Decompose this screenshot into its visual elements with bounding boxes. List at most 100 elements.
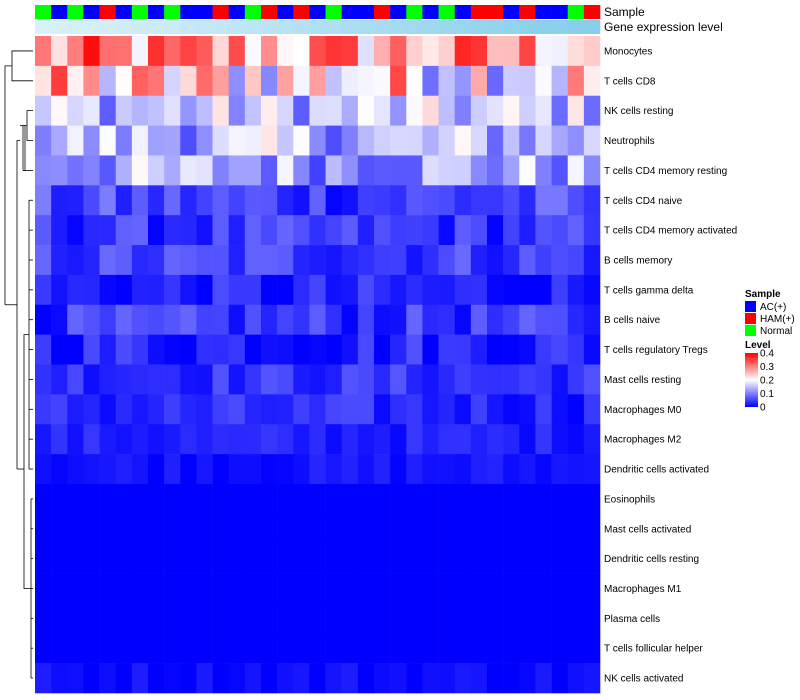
heatmap-cell [164,334,181,365]
heatmap-cell [535,513,552,544]
heatmap-cell [196,274,213,306]
sample-annotation-cell [503,5,520,19]
heatmap-cell [422,603,439,634]
heatmap-cell [115,65,133,97]
heatmap-cell [148,633,165,664]
gene-expression-cell [115,20,133,34]
heatmap-cell [583,245,601,276]
heatmap-cell [212,364,230,395]
heatmap-cell [406,483,423,515]
heatmap-cell [67,663,84,694]
heatmap-cell [487,513,504,544]
sample-annotation-cell [131,5,149,19]
heatmap-cell [148,36,165,67]
heatmap-cell [374,185,391,216]
heatmap-cell [131,573,149,604]
heatmap-cell [244,274,262,306]
heatmap-cell [567,603,585,634]
heatmap-cell [35,603,52,634]
heatmap-cell [422,364,439,395]
heatmap-cell [148,185,165,216]
heatmap-cell [180,394,197,425]
heatmap-cell [535,304,552,335]
heatmap-cell [503,274,520,306]
heatmap-cell [51,274,68,306]
heatmap-cell [325,125,343,156]
heatmap-cell [357,65,375,97]
heatmap-cell [374,483,391,515]
heatmap-cell [454,215,472,246]
heatmap-cell [374,36,391,67]
heatmap-cell [228,274,246,306]
heatmap-cell [67,185,84,216]
heatmap-cell [454,185,472,216]
heatmap-cell [115,424,133,455]
gene-expression-cell [196,20,213,34]
heatmap-cell [422,304,439,335]
sample-annotation-cell [67,5,84,19]
heatmap-cell [131,394,149,425]
heatmap-cell [406,663,423,694]
gene-expression-cell [99,20,117,34]
sample-annotation-cell [293,5,310,19]
heatmap-cell [390,424,407,455]
heatmap-cell [164,95,181,126]
legend-sample-swatch [745,301,756,312]
heatmap-cell [422,573,439,604]
heatmap-cell [454,543,472,574]
heatmap-cell [341,394,359,425]
heatmap-cell [470,215,488,246]
sample-annotation-cell [390,5,407,19]
heatmap-cell [551,513,569,544]
heatmap-cell [470,603,488,634]
sample-annotation-cell [180,5,197,19]
heatmap-cell [293,513,310,544]
heatmap-cell [503,633,520,664]
heatmap-cell [51,155,68,186]
heatmap-cell [567,215,585,246]
heatmap-cell [35,483,52,515]
heatmap-cell [551,573,569,604]
heatmap-cell [261,543,278,574]
gene-expression-cell [470,20,488,34]
heatmap-cell [148,215,165,246]
heatmap-cell [67,513,84,544]
heatmap-cell [83,334,100,365]
row-label: Eosinophils [604,494,655,505]
heatmap-cell [115,483,133,515]
heatmap-cell [567,394,585,425]
heatmap-cell [341,274,359,306]
heatmap-cell [164,454,181,485]
heatmap-cell [551,65,569,97]
heatmap-cell [487,125,504,156]
heatmap-cell [535,215,552,246]
heatmap-cell [212,65,230,97]
heatmap-cell [115,663,133,694]
heatmap-cell [374,245,391,276]
heatmap-cell [244,155,262,186]
heatmap-cell [551,454,569,485]
heatmap-cell [567,543,585,574]
heatmap-cell [454,603,472,634]
heatmap-cell [374,364,391,395]
heatmap-cell [164,65,181,97]
heatmap-cell [535,663,552,694]
legend: Sample AC(+)HAM(+)Normal Level 0.4 0.3 0.2… [745,289,795,414]
heatmap-cell [148,394,165,425]
heatmap-cell [422,245,439,276]
heatmap-cell [51,454,68,485]
heatmap-cell [67,543,84,574]
heatmap-cell [115,334,133,365]
heatmap-cell [180,573,197,604]
heatmap-cell [115,95,133,126]
heatmap-cell [503,95,520,126]
heatmap-cell [196,424,213,455]
heatmap-cell [374,65,391,97]
gene-expression-cell [454,20,472,34]
heatmap-cell [293,364,310,395]
heatmap-cell [180,603,197,634]
heatmap-cell [228,95,246,126]
heatmap-cell [503,424,520,455]
row-label: Macrophages M0 [604,405,682,416]
heatmap-cell [99,543,117,574]
